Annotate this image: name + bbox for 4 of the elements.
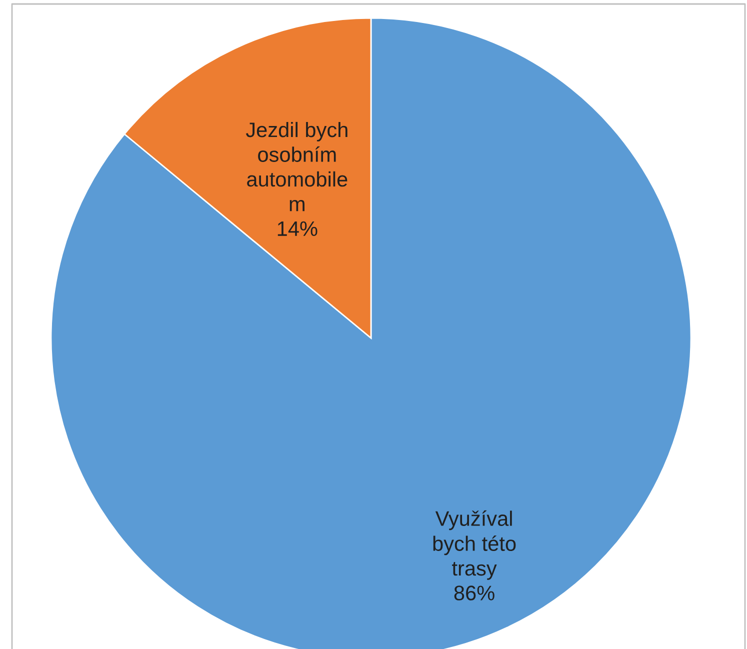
slice-label: Jezdil bych osobním automobile m bbox=[246, 122, 348, 212]
data-label: 86% bbox=[454, 586, 494, 600]
data-label: 14% bbox=[278, 221, 318, 236]
slice-label: Využíval bych této trasy bbox=[433, 510, 516, 580]
